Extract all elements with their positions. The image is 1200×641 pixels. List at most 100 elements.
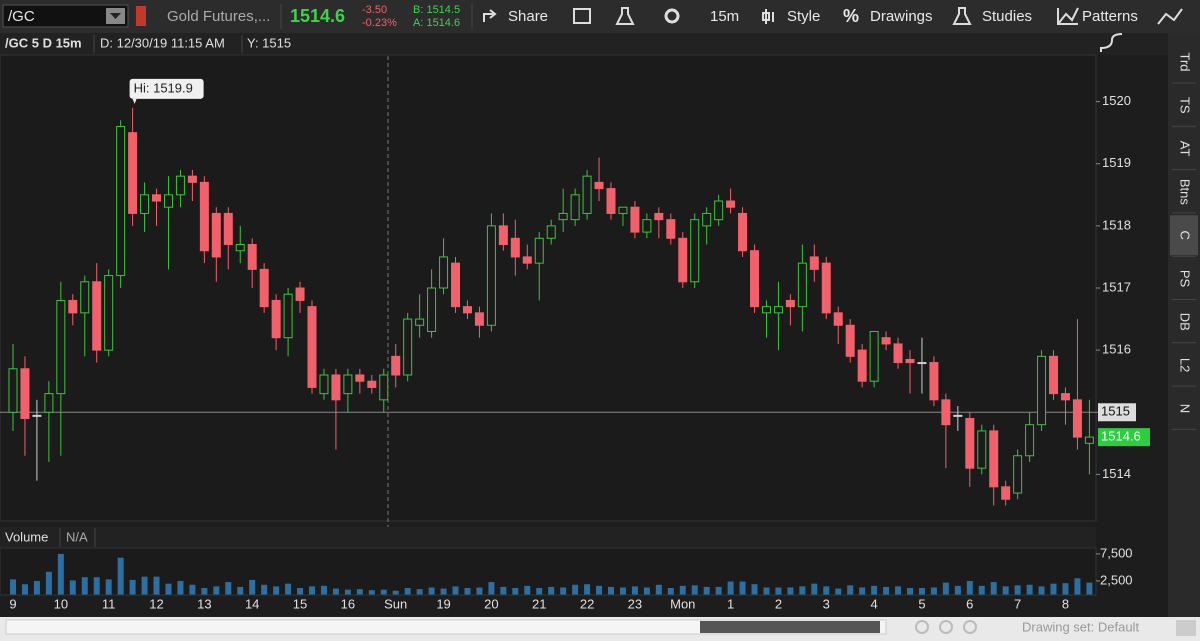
- candle-body: [175, 175, 185, 196]
- sidebar-tab[interactable]: TS: [1178, 97, 1193, 114]
- volume-bar: [679, 585, 686, 595]
- sidebar-tab[interactable]: N: [1178, 404, 1193, 413]
- x-tick-label: 22: [580, 596, 594, 611]
- link-icon[interactable]: [136, 6, 146, 26]
- candle-body: [821, 262, 831, 314]
- volume-bar: [81, 577, 88, 595]
- zoom-in-icon[interactable]: [939, 620, 953, 634]
- candle-body: [929, 362, 939, 401]
- x-tick-label: 1: [727, 596, 734, 611]
- candle-body: [833, 312, 843, 326]
- percent-icon: %: [843, 6, 859, 26]
- style-icon[interactable]: [762, 9, 774, 24]
- volume-bar: [930, 587, 937, 595]
- candle-body: [1084, 436, 1094, 444]
- volume-bar: [799, 586, 806, 595]
- volume-bar: [703, 586, 710, 595]
- volume-bar: [476, 587, 483, 595]
- volume-bar: [942, 582, 949, 595]
- footer-dropdown[interactable]: [1176, 620, 1196, 636]
- candle-body: [343, 374, 353, 395]
- candle-body: [881, 337, 891, 345]
- sidebar: [1168, 33, 1200, 618]
- pane-subtitle: N/A: [66, 529, 88, 544]
- y-tick-label: 1514: [1102, 466, 1131, 481]
- cursor-date: D: 12/30/19 11:15 AM: [100, 35, 225, 50]
- candle-body: [534, 237, 544, 264]
- volume-bar: [153, 576, 160, 595]
- volume-bar: [1050, 583, 1057, 595]
- y-tick-label: 1519: [1102, 155, 1131, 170]
- candle-body: [451, 262, 461, 308]
- candle-body: [546, 225, 556, 239]
- candle-body: [977, 430, 987, 469]
- studies-icon[interactable]: [952, 7, 972, 25]
- volume-bar: [907, 588, 913, 595]
- toolbar-button[interactable]: Share: [508, 8, 548, 25]
- candle-body: [953, 414, 963, 417]
- volume-bar: [655, 584, 662, 595]
- toolbar-button[interactable]: Patterns: [1082, 8, 1138, 25]
- zoom-icon[interactable]: [915, 620, 929, 634]
- volume-header: [0, 527, 1096, 548]
- candle-body: [92, 281, 102, 351]
- candle-body: [187, 175, 197, 183]
- sidebar-tab[interactable]: Trd: [1178, 52, 1193, 71]
- flask-icon[interactable]: [615, 7, 635, 25]
- symbol-box[interactable]: [2, 4, 129, 28]
- scroll-thumb[interactable]: [700, 621, 880, 633]
- sidebar-tab-active: [1170, 215, 1198, 256]
- toolbar-button[interactable]: Style: [787, 8, 820, 25]
- volume-bar: [320, 585, 327, 595]
- volume-bar: [392, 590, 399, 595]
- sidebar-tab[interactable]: DB: [1178, 313, 1193, 331]
- x-tick-label: 9: [9, 596, 16, 611]
- volume-bar: [129, 579, 136, 595]
- volume-bar: [727, 581, 734, 595]
- share-icon[interactable]: [483, 9, 497, 22]
- volume-bar: [667, 588, 674, 595]
- sidebar-tab[interactable]: Btns: [1178, 179, 1193, 206]
- zoom-out-icon[interactable]: [963, 620, 977, 634]
- bid: B: 1514.5: [413, 4, 460, 16]
- candle-body: [8, 368, 18, 413]
- annotation: Hi: 1519.9: [134, 80, 193, 95]
- drawing-set: Drawing set: Default: [1022, 619, 1139, 634]
- symbol: /GC: [8, 8, 35, 25]
- volume-bar: [608, 586, 614, 595]
- volume-bar: [237, 586, 244, 595]
- gear-icon[interactable]: [664, 8, 680, 24]
- candle-body: [797, 262, 807, 308]
- sidebar-tab[interactable]: PS: [1178, 270, 1193, 288]
- x-tick-label: 20: [484, 596, 498, 611]
- scrollbar[interactable]: [5, 619, 887, 635]
- x-tick-label: 13: [197, 596, 211, 611]
- candle-body: [211, 212, 221, 258]
- volume-bar: [895, 586, 902, 595]
- volume-bar: [416, 589, 423, 595]
- style-icon[interactable]: [1100, 33, 1123, 52]
- candle-body: [558, 212, 568, 221]
- more-icon[interactable]: [1157, 8, 1183, 25]
- sidebar-tab[interactable]: AT: [1178, 141, 1193, 157]
- candle-body: [714, 200, 724, 221]
- patterns-icon[interactable]: [1057, 7, 1079, 25]
- toolbar-button[interactable]: 15m: [710, 8, 739, 25]
- news-icon[interactable]: [573, 8, 591, 24]
- sidebar-tab[interactable]: C: [1178, 231, 1193, 240]
- price-pane: [0, 54, 1097, 522]
- candle-body: [582, 175, 592, 214]
- candle-body: [223, 212, 233, 246]
- candle-body: [355, 374, 365, 382]
- volume-bar: [524, 585, 531, 595]
- volume-bar: [488, 582, 495, 595]
- toolbar-button[interactable]: Drawings: [870, 8, 933, 25]
- volume-bar: [273, 586, 280, 595]
- volume-bar: [261, 584, 268, 595]
- x-tick-label: 19: [436, 596, 450, 611]
- sidebar-tab[interactable]: L2: [1178, 358, 1193, 372]
- candle-body: [989, 430, 999, 488]
- volume-bar: [715, 586, 722, 595]
- toolbar-button[interactable]: Studies: [982, 8, 1032, 25]
- volume-bar: [249, 579, 256, 595]
